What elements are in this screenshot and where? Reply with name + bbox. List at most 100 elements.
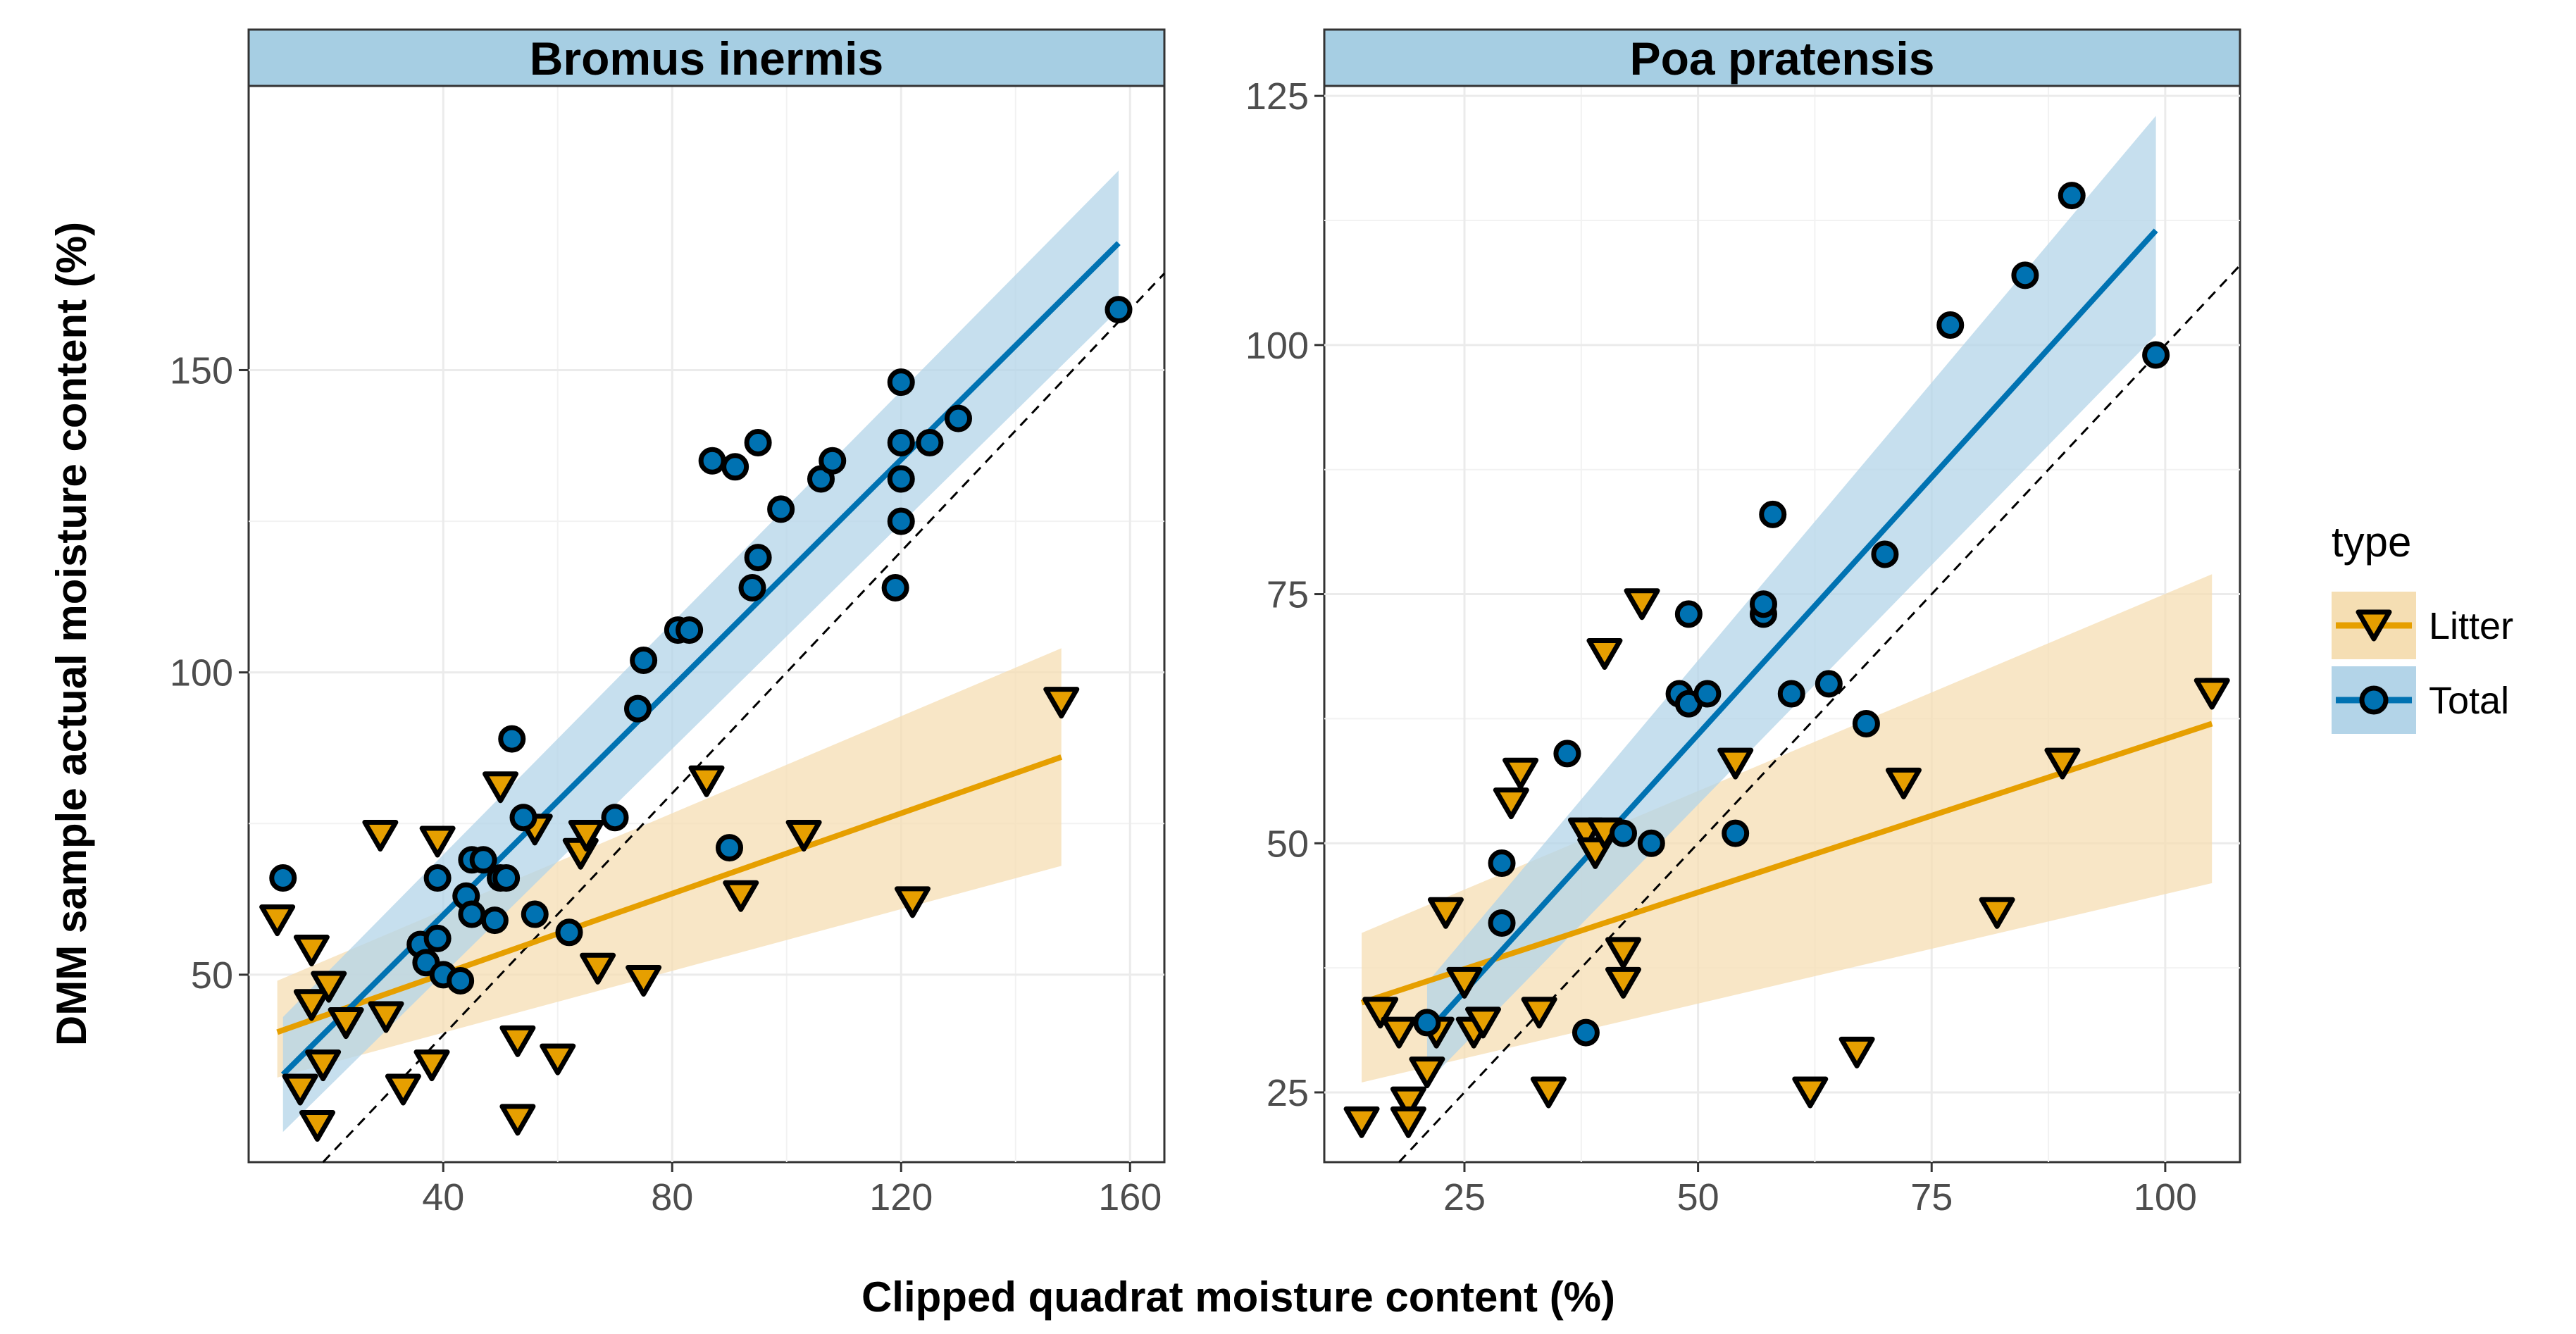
legend-item-litter: Litter [2332, 592, 2513, 659]
legend-label-litter: Litter [2429, 605, 2513, 647]
point-litter [328, 1007, 364, 1040]
point-total [269, 864, 297, 892]
y-tick-label: 150 [170, 349, 233, 392]
point-total [744, 428, 772, 456]
point-total [1105, 296, 1133, 324]
fit-line-litter [276, 754, 1063, 1035]
point-total [480, 906, 509, 935]
x-tick-label: 25 [1443, 1176, 1486, 1218]
point-total [630, 647, 658, 675]
y-tick-label: 50 [191, 954, 233, 997]
panel-ribbons [277, 170, 1119, 1133]
x-tick-label: 160 [1098, 1176, 1162, 1218]
point-litter [2044, 747, 2081, 780]
point-litter [895, 886, 931, 918]
x-axis-ticks: 40 80 120 160 [422, 1162, 1162, 1218]
point-total [423, 924, 452, 952]
point-litter [1979, 897, 2015, 929]
confidence-ribbon-total [282, 170, 1119, 1133]
point-total [555, 918, 583, 947]
point-total [601, 804, 629, 832]
point-total [1852, 709, 1880, 737]
panel-title: Bromus inermis [530, 32, 883, 85]
point-total [1693, 680, 1722, 708]
point-litter [2194, 678, 2230, 710]
point-total [887, 428, 915, 456]
point-litter [1792, 1076, 1829, 1109]
point-litter [293, 989, 330, 1021]
point-total [2011, 261, 2039, 289]
x-tick-label: 100 [2134, 1176, 2197, 1218]
point-total [738, 573, 766, 601]
point-litter [385, 1073, 421, 1106]
point-total [2058, 182, 2086, 210]
point-litter [723, 880, 759, 912]
point-litter [1409, 1056, 1445, 1089]
point-total [721, 453, 749, 481]
point-litter [568, 819, 604, 852]
y-tick-label: 75 [1267, 574, 1309, 616]
confidence-ribbon-litter [1362, 574, 2213, 1083]
point-total [624, 694, 652, 723]
point-litter [483, 771, 518, 804]
point-total [1488, 849, 1516, 878]
data-points [1343, 182, 2230, 1138]
y-tick-label: 50 [1267, 823, 1309, 865]
y-axis-ticks: 25 50 75 100 125 [1245, 75, 1324, 1114]
point-total [509, 804, 537, 832]
point-total [1777, 680, 1805, 708]
point-litter [540, 1043, 576, 1076]
x-tick-label: 40 [422, 1176, 464, 1218]
y-tick-label: 25 [1267, 1072, 1309, 1114]
x-tick-label: 120 [869, 1176, 933, 1218]
identity-line-path [322, 273, 1166, 1164]
strip-background [1323, 28, 2241, 87]
point-total [447, 966, 475, 995]
point-litter [626, 964, 662, 997]
legend-item-total: Total [2332, 666, 2509, 734]
point-litter [1465, 1006, 1502, 1039]
triangle-down-icon [2356, 609, 2392, 642]
point-total [716, 834, 743, 862]
point-litter [1390, 1106, 1426, 1138]
identity-line [322, 273, 1166, 1164]
point-total [676, 616, 704, 644]
point-litter [1624, 588, 1660, 621]
point-litter [580, 952, 616, 985]
point-total [2142, 341, 2170, 369]
point-total [469, 846, 497, 874]
point-litter [1446, 966, 1483, 999]
y-tick-label: 100 [1245, 325, 1309, 367]
point-litter [1043, 687, 1080, 719]
point-litter [1502, 757, 1539, 790]
point-total [1637, 829, 1665, 857]
point-litter [499, 1025, 536, 1057]
point-total [819, 447, 847, 475]
fit-line-total [1424, 228, 2158, 1035]
point-litter [305, 1049, 342, 1082]
point-total [458, 900, 486, 928]
legend-title: type [2332, 518, 2411, 566]
fit-line-litter [1360, 721, 2213, 1006]
point-total [887, 507, 915, 535]
point-total [881, 573, 909, 601]
point-total [1488, 909, 1516, 937]
point-litter [1381, 1016, 1417, 1049]
x-tick-label: 75 [1910, 1176, 1953, 1218]
point-litter [299, 1109, 335, 1142]
point-total [767, 495, 795, 523]
data-points [259, 296, 1133, 1142]
point-total [698, 447, 726, 475]
point-total [1572, 1018, 1600, 1047]
confidence-ribbon-litter [277, 648, 1062, 1078]
point-litter [688, 765, 725, 797]
point-total [498, 725, 526, 753]
strip-background [247, 28, 1166, 87]
point-total [1674, 600, 1703, 628]
point-litter [1838, 1036, 1875, 1068]
point-litter [413, 1049, 450, 1082]
y-tick-label: 125 [1245, 75, 1309, 118]
legend-label-total: Total [2429, 680, 2509, 722]
point-total [1553, 740, 1581, 768]
